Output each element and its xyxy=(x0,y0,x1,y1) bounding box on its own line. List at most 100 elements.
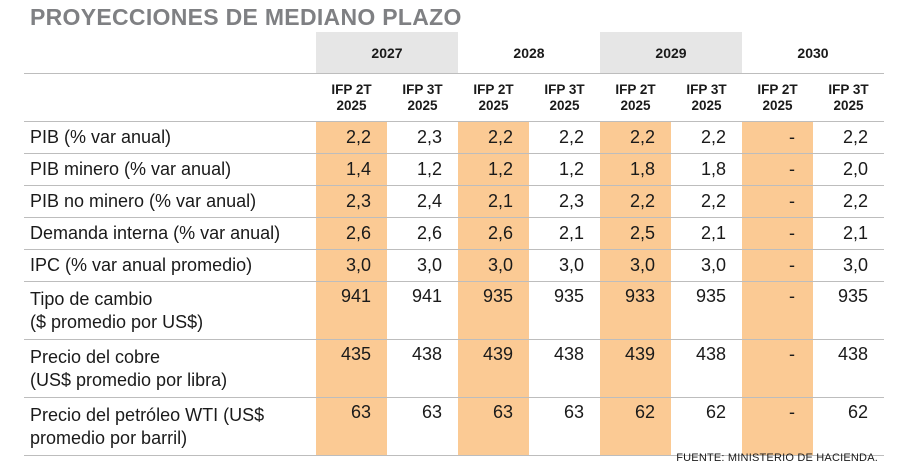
row-label-line: (US$ promedio por libra) xyxy=(30,369,228,390)
row-label-line: Precio del petróleo WTI (US$ xyxy=(30,404,265,425)
value-cell: 438 xyxy=(813,339,884,398)
value-cell: 3,0 xyxy=(458,249,529,282)
table-row: IPC (% var anual promedio) 3,0 3,0 3,0 3,0 3,… xyxy=(24,249,884,282)
empty-header-cell xyxy=(24,32,316,74)
year-header-row: 2027 2028 2029 2030 xyxy=(24,32,884,74)
row-label-line: promedio por barril) xyxy=(30,427,188,448)
subheader-cell: IFP 3T 2025 xyxy=(671,73,742,122)
value-cell: 2,0 xyxy=(813,153,884,186)
row-label: Precio del petróleo WTI (US$ promedio por… xyxy=(24,397,316,456)
value-cell: - xyxy=(742,281,813,340)
value-cell: 1,2 xyxy=(387,153,458,186)
value-cell: 62 xyxy=(600,397,671,456)
value-cell: 2,2 xyxy=(671,185,742,218)
year-header-2030: 2030 xyxy=(742,32,884,74)
row-label-line: Tipo de cambio xyxy=(30,288,153,309)
value-cell: 2,1 xyxy=(529,217,600,250)
value-cell: 935 xyxy=(671,281,742,340)
value-cell: 2,6 xyxy=(316,217,387,250)
table-body: PIB (% var anual) 2,2 2,3 2,2 2,2 2,2 2,2-2,2 P… xyxy=(24,121,884,456)
subheader-cell: IFP 2T 2025 xyxy=(316,73,387,122)
value-cell: 2,2 xyxy=(600,185,671,218)
value-cell: 2,5 xyxy=(600,217,671,250)
table-row: PIB (% var anual) 2,2 2,3 2,2 2,2 2,2 2,2-2,2 xyxy=(24,121,884,154)
source-note: FUENTE: MINISTERIO DE HACIENDA. xyxy=(676,452,878,464)
row-label: Precio del cobre (US$ promedio por libra) xyxy=(24,339,316,398)
page-title: PROYECCIONES DE MEDIANO PLAZO xyxy=(30,4,462,30)
empty-subheader-cell xyxy=(24,73,316,122)
value-cell: 1,8 xyxy=(600,153,671,186)
value-cell: 2,4 xyxy=(387,185,458,218)
value-cell: 63 xyxy=(316,397,387,456)
value-cell: 2,2 xyxy=(600,121,671,154)
row-label-line: PIB minero (% var anual) xyxy=(30,159,232,179)
row-label-line: Demanda interna (% var anual) xyxy=(30,223,281,243)
value-cell: 63 xyxy=(458,397,529,456)
value-cell: 935 xyxy=(813,281,884,340)
value-cell: 2,2 xyxy=(316,121,387,154)
subheader-cell: IFP 2T 2025 xyxy=(600,73,671,122)
value-cell: 2,3 xyxy=(387,121,458,154)
value-cell: 2,2 xyxy=(529,121,600,154)
value-cell: 62 xyxy=(813,397,884,456)
value-cell: 941 xyxy=(387,281,458,340)
value-cell: 3,0 xyxy=(316,249,387,282)
row-label: Demanda interna (% var anual) xyxy=(24,217,316,250)
value-cell: 3,0 xyxy=(813,249,884,282)
subheader-cell: IFP 3T 2025 xyxy=(813,73,884,122)
row-label: Tipo de cambio ($ promedio por US$) xyxy=(24,281,316,340)
value-cell: 1,2 xyxy=(458,153,529,186)
value-cell: 63 xyxy=(529,397,600,456)
row-label-line: Precio del cobre xyxy=(30,346,161,367)
value-cell: 438 xyxy=(529,339,600,398)
row-label: PIB (% var anual) xyxy=(24,121,316,154)
value-cell: 435 xyxy=(316,339,387,398)
value-cell: 3,0 xyxy=(600,249,671,282)
value-cell: - xyxy=(742,397,813,456)
row-label-line: ($ promedio por US$) xyxy=(30,311,204,332)
table-row: Precio del petróleo WTI (US$ promedio por… xyxy=(24,397,884,456)
value-cell: 935 xyxy=(529,281,600,340)
value-cell: 63 xyxy=(387,397,458,456)
value-cell: 1,2 xyxy=(529,153,600,186)
subheader-row: IFP 2T 2025 IFP 3T 2025 IFP 2T 2025 IFP 3T 2… xyxy=(24,73,884,122)
row-label-line: PIB no minero (% var anual) xyxy=(30,191,257,211)
value-cell: 439 xyxy=(600,339,671,398)
value-cell: - xyxy=(742,217,813,250)
value-cell: 3,0 xyxy=(387,249,458,282)
value-cell: - xyxy=(742,121,813,154)
value-cell: 62 xyxy=(671,397,742,456)
value-cell: - xyxy=(742,153,813,186)
value-cell: 2,2 xyxy=(813,121,884,154)
value-cell: 2,6 xyxy=(458,217,529,250)
table-row: PIB no minero (% var anual) 2,3 2,4 2,1 2,3 2… xyxy=(24,185,884,218)
value-cell: 438 xyxy=(671,339,742,398)
value-cell: 3,0 xyxy=(529,249,600,282)
value-cell: 2,1 xyxy=(458,185,529,218)
value-cell: 935 xyxy=(458,281,529,340)
value-cell: 2,1 xyxy=(671,217,742,250)
value-cell: 2,1 xyxy=(813,217,884,250)
value-cell: 933 xyxy=(600,281,671,340)
value-cell: - xyxy=(742,185,813,218)
value-cell: 3,0 xyxy=(671,249,742,282)
projections-table: 2027 2028 2029 2030 IFP 2T 2025 IFP 3T 202… xyxy=(24,32,884,456)
value-cell: 941 xyxy=(316,281,387,340)
value-cell: 2,3 xyxy=(316,185,387,218)
year-header-2029: 2029 xyxy=(600,32,742,74)
row-label-line: IPC (% var anual promedio) xyxy=(30,255,253,275)
table-row: Precio del cobre (US$ promedio por libra)… xyxy=(24,339,884,398)
subheader-cell: IFP 3T 2025 xyxy=(529,73,600,122)
value-cell: - xyxy=(742,249,813,282)
row-label-line: PIB (% var anual) xyxy=(30,127,172,147)
value-cell: 1,4 xyxy=(316,153,387,186)
year-header-2027: 2027 xyxy=(316,32,458,74)
subheader-cell: IFP 3T 2025 xyxy=(387,73,458,122)
row-label: PIB minero (% var anual) xyxy=(24,153,316,186)
table-row: PIB minero (% var anual) 1,4 1,2 1,2 1,2 1,8 1… xyxy=(24,153,884,186)
year-header-2028: 2028 xyxy=(458,32,600,74)
value-cell: 2,2 xyxy=(671,121,742,154)
subheader-cell: IFP 2T 2025 xyxy=(458,73,529,122)
table-row: Demanda interna (% var anual) 2,6 2,6 2,6 2,… xyxy=(24,217,884,250)
value-cell: 439 xyxy=(458,339,529,398)
